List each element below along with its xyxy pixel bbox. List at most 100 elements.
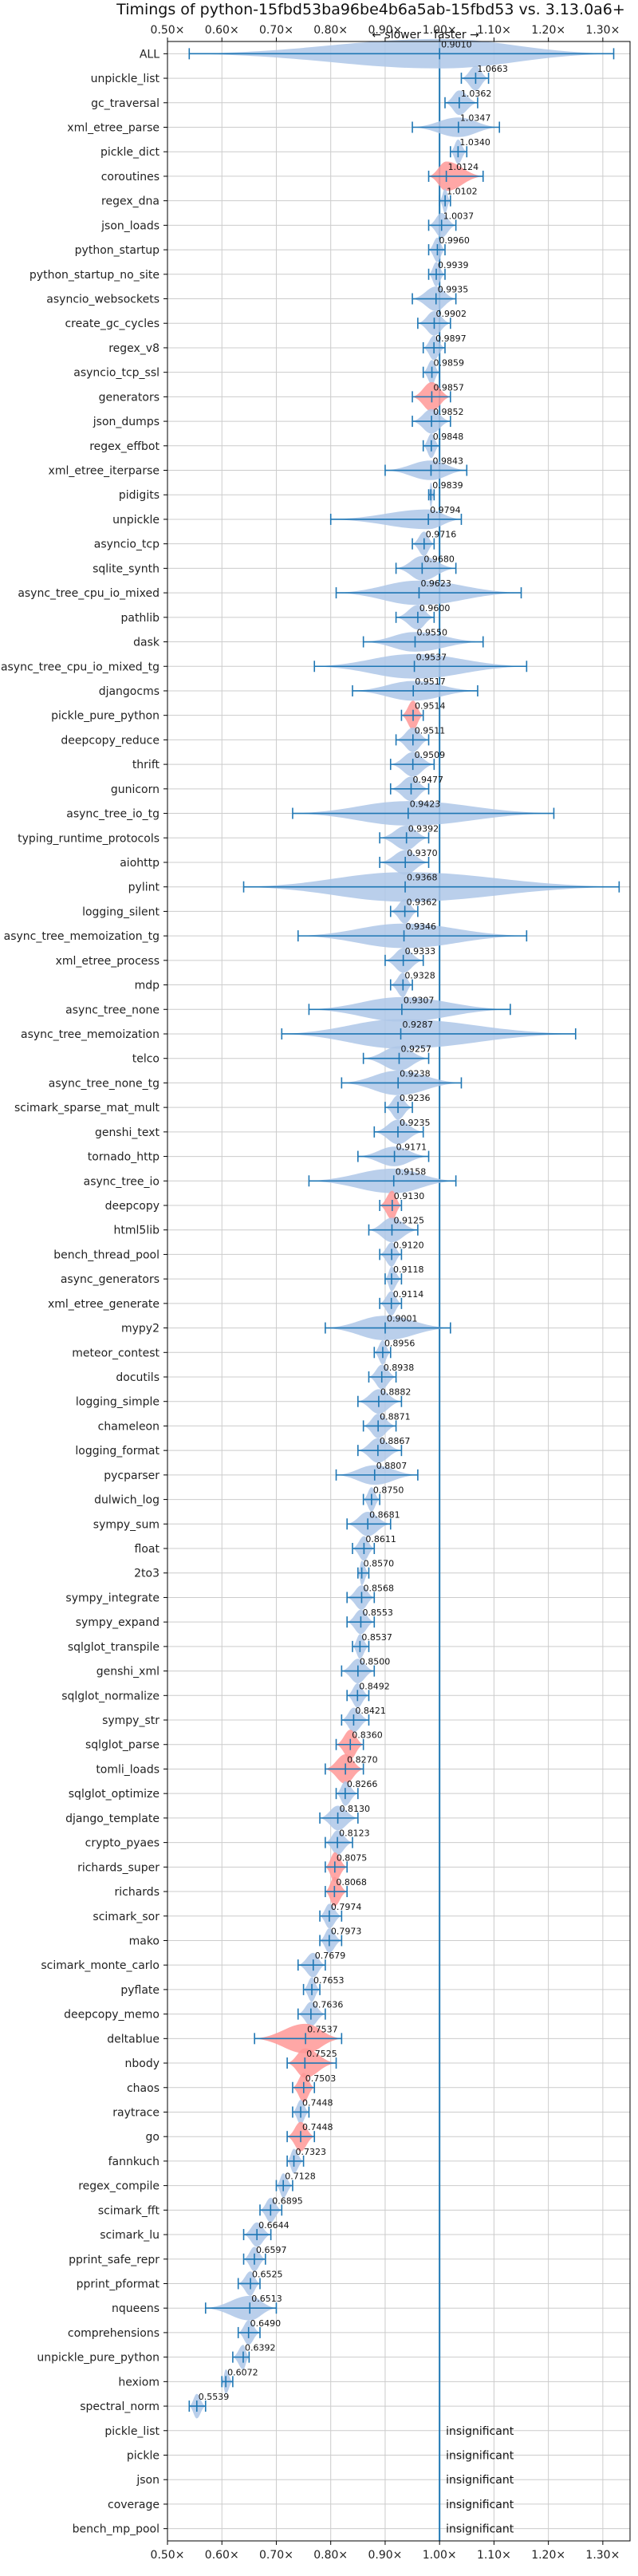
value-label: 0.8360 [352, 1730, 383, 1741]
category-label: pprint_pformat [77, 2278, 160, 2290]
category-label: deepcopy [105, 1200, 160, 1213]
category-label: raytrace [112, 2106, 160, 2119]
category-label: async_tree_memoization [21, 1028, 160, 1041]
category-label: regex_compile [78, 2180, 160, 2193]
value-label: 0.8075 [337, 1852, 368, 1863]
value-label: 0.9370 [407, 848, 438, 858]
category-label: aiohttp [120, 857, 160, 870]
category-label: deepcopy_reduce [61, 734, 160, 747]
value-label: 0.9333 [405, 946, 436, 957]
category-label: tomli_loads [96, 1763, 160, 1776]
category-label: unpickle_list [91, 73, 160, 85]
value-label: 0.8270 [347, 1754, 378, 1765]
value-label: 0.9509 [415, 750, 446, 760]
value-label: 0.7974 [331, 1902, 362, 1912]
category-label: scimark_lu [100, 2229, 160, 2242]
value-label: 0.8123 [339, 1828, 370, 1839]
plot-frame [167, 41, 631, 2542]
value-label: 0.6513 [251, 2294, 282, 2304]
category-label: xml_etree_generate [48, 1298, 160, 1311]
category-label: gc_traversal [91, 97, 160, 110]
category-label: comprehensions [68, 2327, 160, 2340]
category-label: regex_effbot [89, 440, 160, 453]
faster-label: faster → [434, 29, 479, 41]
category-label: scimark_monte_carlo [41, 1959, 160, 1972]
category-label: bench_thread_pool [53, 1249, 160, 1261]
insignificant-label: insignificant [446, 2499, 514, 2511]
value-label: 0.7448 [302, 2097, 333, 2108]
value-label: 0.9257 [400, 1044, 431, 1055]
value-label: 0.9130 [394, 1191, 425, 1201]
value-label: 0.8938 [384, 1363, 414, 1373]
x-tick-label-bottom: 0.90× [368, 2549, 402, 2562]
category-label: richards [115, 1886, 160, 1899]
category-label: dask [133, 637, 160, 649]
value-label: 0.9001 [387, 1314, 418, 1324]
category-label: async_tree_io [84, 1175, 160, 1188]
value-label: 1.0347 [460, 113, 491, 124]
value-label: 0.7525 [306, 2049, 337, 2059]
value-label: 0.9794 [430, 505, 461, 515]
category-label: json_dumps [93, 416, 160, 428]
category-label: genshi_xml [96, 1666, 160, 1679]
value-label: 0.7653 [313, 1975, 345, 1986]
value-label: 0.8882 [380, 1387, 412, 1398]
value-label: 0.9897 [435, 333, 467, 344]
x-tick-label-bottom: 1.30× [585, 2549, 620, 2562]
value-label: 1.0124 [448, 162, 479, 172]
value-label: 0.6895 [272, 2195, 303, 2206]
category-label: pylint [128, 882, 160, 894]
category-label: pickle_pure_python [51, 710, 160, 723]
value-label: 0.6392 [245, 2343, 276, 2353]
category-label: mako [129, 1935, 160, 1947]
value-label: 0.8807 [376, 1461, 408, 1471]
insignificant-label: insignificant [446, 2449, 514, 2462]
category-label: richards_super [77, 1861, 160, 1874]
category-label: scimark_sparse_mat_mult [14, 1102, 160, 1114]
category-label: asyncio_websockets [46, 294, 160, 306]
category-label: coroutines [101, 171, 160, 183]
category-label: sympy_str [102, 1714, 160, 1727]
category-label: scimark_fft [98, 2204, 160, 2217]
category-label: html5lib [114, 1225, 160, 1237]
category-label: async_generators [61, 1273, 160, 1286]
value-label: 0.8492 [359, 1681, 390, 1691]
value-label: 0.9423 [410, 799, 441, 810]
value-label: 0.7679 [315, 1951, 346, 1961]
value-label: 0.9236 [400, 1093, 430, 1103]
category-label: mdp [135, 980, 160, 992]
category-label: xml_etree_iterparse [49, 465, 160, 478]
category-label: coverage [108, 2499, 160, 2511]
category-label: gunicorn [111, 783, 160, 796]
value-label: 0.6490 [250, 2318, 282, 2329]
value-label: 0.9238 [400, 1068, 430, 1079]
value-label: 0.8871 [380, 1411, 410, 1422]
x-tick-label-top: 0.70× [259, 24, 293, 37]
category-label: ALL [140, 48, 160, 61]
category-label: logging_simple [76, 1396, 160, 1409]
category-label: xml_etree_parse [67, 122, 160, 135]
category-label: float [135, 1543, 160, 1556]
value-label: 0.9514 [415, 701, 446, 712]
value-label: 0.9550 [416, 628, 447, 638]
value-label: 0.9623 [420, 578, 451, 589]
category-label: django_template [65, 1813, 160, 1825]
value-label: 0.9118 [393, 1264, 423, 1275]
value-label: 0.7973 [331, 1926, 362, 1936]
category-label: logging_format [75, 1445, 160, 1458]
value-label: 0.5539 [199, 2392, 229, 2402]
value-label: 0.8553 [362, 1608, 393, 1618]
value-label: 0.7636 [313, 2000, 344, 2010]
value-label: 0.7537 [307, 2024, 338, 2034]
category-label: mypy2 [121, 1323, 160, 1335]
category-label: bench_mp_pool [73, 2523, 160, 2536]
category-label: sqlglot_transpile [68, 1641, 160, 1654]
value-label: 0.8956 [384, 1338, 415, 1348]
x-tick-label-bottom: 1.20× [531, 2549, 565, 2562]
value-label: 1.0362 [461, 89, 492, 99]
category-label: async_tree_none_tg [49, 1077, 160, 1090]
value-label: 0.9114 [393, 1289, 423, 1300]
x-tick-label-bottom: 1.10× [477, 2549, 511, 2562]
category-label: genshi_text [95, 1126, 160, 1139]
category-label: regex_v8 [108, 342, 160, 355]
